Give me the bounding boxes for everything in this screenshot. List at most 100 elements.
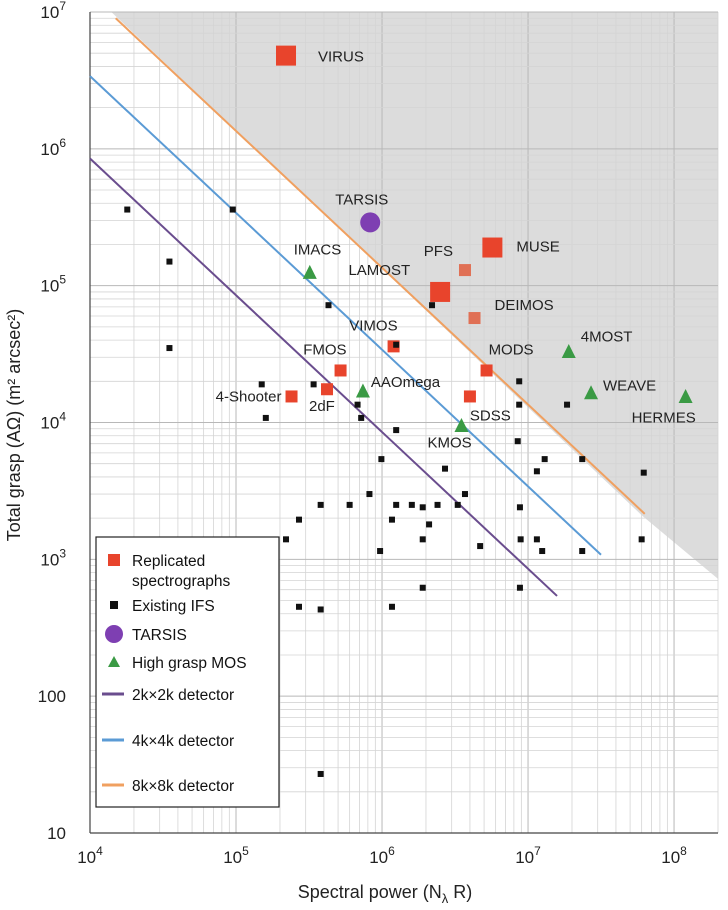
existing-ifs-point bbox=[378, 456, 385, 463]
existing-ifs-point bbox=[442, 465, 449, 472]
label-fmos: FMOS bbox=[303, 341, 346, 358]
existing-ifs-point bbox=[461, 491, 468, 498]
existing-ifs-point bbox=[388, 603, 395, 610]
label-virus: VIRUS bbox=[318, 49, 364, 66]
legend-label: Existing IFS bbox=[132, 598, 215, 615]
point-aaomega bbox=[355, 383, 370, 398]
x-tick-label: 108 bbox=[661, 844, 687, 867]
existing-ifs-point bbox=[393, 341, 400, 348]
y-tick-label: 10 bbox=[47, 824, 66, 843]
label-4-shooter: 4-Shooter bbox=[216, 388, 282, 405]
label-weave: WEAVE bbox=[603, 378, 656, 395]
y-tick-label: 103 bbox=[40, 546, 66, 569]
detector-lines bbox=[89, 17, 646, 597]
point-2df bbox=[321, 383, 334, 396]
label-mods: MODS bbox=[489, 341, 534, 358]
detector-line bbox=[115, 17, 646, 515]
existing-ifs-point bbox=[638, 536, 645, 543]
y-tick-label: 106 bbox=[40, 136, 66, 159]
existing-ifs-point bbox=[541, 456, 548, 463]
y-tick-label: 104 bbox=[40, 410, 66, 433]
existing-ifs-point bbox=[514, 438, 521, 445]
existing-ifs-point bbox=[516, 378, 523, 385]
existing-ifs-point bbox=[325, 302, 332, 309]
existing-ifs-point bbox=[317, 770, 324, 777]
point-kmos bbox=[454, 418, 469, 433]
existing-ifs-point bbox=[533, 468, 540, 475]
shaded-region-polygon bbox=[111, 12, 719, 579]
existing-ifs-point bbox=[393, 501, 400, 508]
existing-ifs-point bbox=[258, 381, 265, 388]
point-fmos bbox=[334, 364, 347, 377]
legend-label: spectrographs bbox=[132, 573, 230, 590]
y-tick-label: 100 bbox=[38, 687, 66, 706]
y-tick-label: 107 bbox=[40, 0, 66, 22]
point-lamost bbox=[430, 281, 451, 302]
existing-ifs-point bbox=[310, 381, 317, 388]
existing-ifs-point bbox=[516, 401, 523, 408]
label-imacs: IMACS bbox=[294, 241, 342, 258]
existing-ifs-point bbox=[539, 548, 546, 555]
point-imacs bbox=[302, 264, 317, 279]
detector-line bbox=[89, 75, 602, 556]
label-hermes: HERMES bbox=[632, 409, 696, 426]
existing-ifs-point bbox=[408, 501, 415, 508]
legend-label: Replicated bbox=[132, 553, 205, 570]
existing-ifs-point bbox=[317, 501, 324, 508]
legend-box bbox=[95, 536, 280, 808]
data-points bbox=[124, 45, 693, 777]
existing-ifs-point bbox=[166, 258, 173, 265]
legend-marker-tarsis bbox=[105, 625, 123, 643]
existing-ifs-point bbox=[317, 606, 324, 613]
label-kmos: KMOS bbox=[427, 435, 471, 452]
existing-ifs-point bbox=[564, 401, 571, 408]
existing-ifs-point bbox=[295, 516, 302, 523]
existing-ifs-point bbox=[579, 456, 586, 463]
existing-ifs-point bbox=[419, 536, 426, 543]
point-4most bbox=[561, 344, 576, 359]
legend-marker-replicated bbox=[108, 554, 120, 566]
existing-ifs-point bbox=[640, 469, 647, 476]
label-tarsis: TARSIS bbox=[335, 191, 388, 208]
label-vimos: VIMOS bbox=[349, 317, 397, 334]
existing-ifs-point bbox=[346, 501, 353, 508]
x-tick-label: 104 bbox=[77, 844, 103, 867]
point-pfs bbox=[458, 264, 471, 277]
point-virus bbox=[276, 45, 297, 66]
existing-ifs-point bbox=[533, 536, 540, 543]
existing-ifs-point bbox=[477, 543, 484, 550]
existing-ifs-point bbox=[419, 584, 426, 591]
point-mods bbox=[480, 364, 493, 377]
legend-marker-existing bbox=[110, 601, 118, 609]
existing-ifs-point bbox=[377, 548, 384, 555]
existing-ifs-point bbox=[229, 206, 236, 213]
label-pfs: PFS bbox=[424, 243, 453, 260]
x-axis-title: Spectral power (Nλ R) bbox=[298, 882, 473, 906]
existing-ifs-point bbox=[124, 206, 131, 213]
detector-line bbox=[89, 157, 558, 597]
existing-ifs-point bbox=[283, 536, 290, 543]
legend-label: 8k×8k detector bbox=[132, 778, 234, 795]
label-4most: 4MOST bbox=[581, 329, 633, 346]
existing-ifs-point bbox=[429, 302, 436, 309]
point-muse bbox=[482, 237, 503, 258]
existing-ifs-point bbox=[579, 548, 586, 555]
point-4-shooter bbox=[285, 390, 298, 403]
label-2df: 2dF bbox=[309, 398, 335, 415]
legend-label: 2k×2k detector bbox=[132, 687, 234, 704]
label-sdss: SDSS bbox=[470, 407, 511, 424]
existing-ifs-point bbox=[454, 501, 461, 508]
legend-label: 4k×4k detector bbox=[132, 733, 234, 750]
point-tarsis bbox=[360, 212, 381, 233]
existing-ifs-point bbox=[393, 427, 400, 434]
existing-ifs-point bbox=[517, 536, 524, 543]
shaded-region bbox=[111, 12, 719, 579]
legend-label: High grasp MOS bbox=[132, 655, 247, 672]
x-tick-label: 107 bbox=[515, 844, 541, 867]
existing-ifs-point bbox=[366, 491, 373, 498]
existing-ifs-point bbox=[426, 521, 433, 528]
existing-ifs-point bbox=[388, 516, 395, 523]
existing-ifs-point bbox=[516, 504, 523, 511]
existing-ifs-point bbox=[419, 504, 426, 511]
